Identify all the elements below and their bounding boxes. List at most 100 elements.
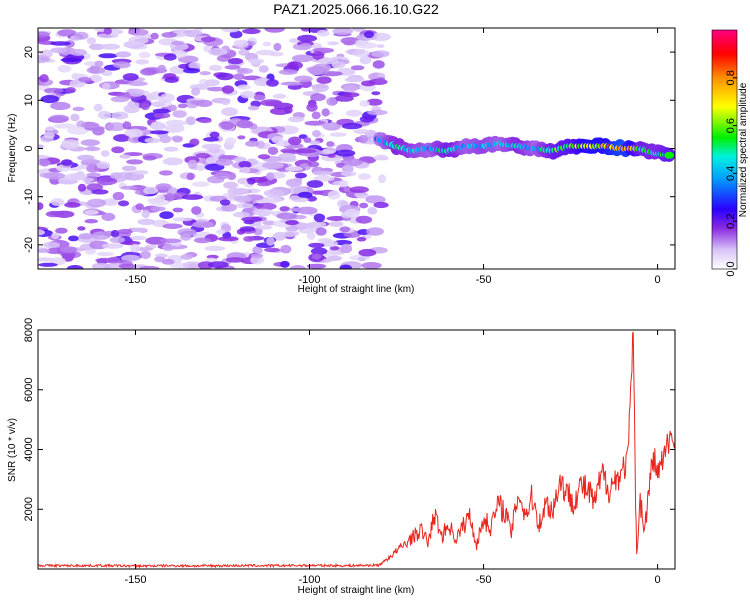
spectrogram-cell <box>263 189 285 198</box>
spectrogram-cell <box>187 159 198 169</box>
spectrogram-cell <box>247 105 259 111</box>
spectrogram-cell <box>288 195 301 201</box>
spectrogram-cell <box>228 57 243 65</box>
spectrogram-cell <box>252 245 263 255</box>
spectrogram-cell <box>316 29 330 37</box>
spectrogram-cell <box>86 198 107 208</box>
spectrogram-cell <box>342 84 358 93</box>
spectrogram-cell <box>370 32 391 42</box>
spectrogram-cell <box>322 148 337 154</box>
spectrogram-cell <box>285 166 303 171</box>
spectrogram-cell <box>50 47 67 54</box>
snr-y-axis-label: SNR (10 * v/v) <box>7 418 18 482</box>
spectrogram-cell <box>327 41 340 46</box>
spectrogram-cell <box>130 235 147 241</box>
spectrogram-cell <box>280 81 303 86</box>
spectrogram-cell <box>358 248 377 257</box>
spectrogram-cell <box>214 171 231 180</box>
spectrogram-cell <box>84 146 101 152</box>
spectrogram-cell <box>39 158 50 167</box>
colorbar-label: Normalized spectral amplitude <box>738 82 749 217</box>
spectrogram-cell <box>180 253 193 260</box>
spectrogram-cell <box>294 75 313 83</box>
spectrogram-cell <box>132 170 149 175</box>
spectrogram-cell <box>371 91 381 96</box>
spectrogram-cell <box>165 192 175 202</box>
spectrogram-cell <box>297 34 318 43</box>
spectrogram-cell <box>82 177 94 182</box>
spectrogram-cell <box>201 143 222 150</box>
spectrogram-cell <box>61 251 76 259</box>
spectrogram-cell <box>253 94 266 101</box>
spectrogram-cell <box>359 115 375 123</box>
snr-x-tick-label: -150 <box>124 574 146 586</box>
spectrogram-cell <box>329 246 340 251</box>
spectrogram-cell <box>240 166 251 174</box>
spectrogram-cell <box>216 229 226 235</box>
spectrogram-cell <box>278 152 297 161</box>
spectrogram-cell <box>122 73 139 81</box>
spectrogram-cell <box>110 229 120 238</box>
spectrogram-cell <box>45 126 55 132</box>
spectrogram-cell <box>256 225 273 230</box>
spectrogram-cell <box>193 237 212 244</box>
spectrogram-cell <box>55 227 68 234</box>
spectrogram-cell <box>262 161 284 169</box>
spectrogram-cell <box>113 61 131 69</box>
spectrogram-y-axis: -20 -10 0 10 20 <box>23 46 675 253</box>
spectrogram-cell <box>109 236 126 244</box>
spectrogram-cell <box>341 164 354 174</box>
spectrogram-cell <box>361 80 376 87</box>
spectrogram-cell <box>74 31 89 40</box>
spectrogram-cell <box>329 132 347 137</box>
spectrogram-cell <box>361 262 382 269</box>
spectrogram-cell <box>38 144 44 149</box>
spectrogram-cell <box>204 163 225 171</box>
spectrogram-cell <box>242 28 261 35</box>
spectrogram-cell <box>191 87 201 96</box>
spectrogram-cell <box>220 28 233 33</box>
spectrogram-cell <box>195 152 211 159</box>
spectrogram-cell <box>86 164 100 173</box>
spectrogram-cell <box>38 202 44 210</box>
spectrogram-cell <box>135 203 144 211</box>
spectrogram-cell <box>220 107 239 117</box>
spectrogram-cell <box>188 62 201 69</box>
spectrogram-cell <box>359 100 370 107</box>
spectrogram-cell <box>189 138 200 147</box>
spectrogram-cell <box>279 206 291 212</box>
spectrogram-cell <box>234 203 254 209</box>
spectrogram-cell <box>71 72 80 79</box>
spectrogram-cell <box>307 66 330 75</box>
spectrogram-cell <box>288 116 305 123</box>
spectrogram-cell <box>185 116 196 126</box>
spectrogram-cell <box>338 180 349 188</box>
spectrogram-cell <box>340 158 363 167</box>
spectrogram-cell <box>43 132 55 139</box>
snr-y-tick-label: 6000 <box>23 378 35 402</box>
spectrogram-cell <box>247 177 256 185</box>
spectrogram-cell <box>139 265 160 269</box>
spectrogram-cell <box>207 261 229 269</box>
spectrogram-cell <box>40 95 60 104</box>
spectrogram-cell <box>86 183 104 192</box>
spectrogram-cell <box>207 86 226 92</box>
spectrogram-cell <box>72 106 85 112</box>
colorbar: 0.0 0.2 0.4 0.6 0.8 Normalized spectral ampl… <box>711 29 749 277</box>
spectrogram-cell <box>64 173 86 181</box>
spectrogram-cell <box>112 191 125 201</box>
spectrogram-cell <box>363 31 375 39</box>
spectrogram-cell <box>117 228 134 235</box>
spectrogram-cell <box>77 154 95 161</box>
spectrogram-cell <box>288 136 302 146</box>
spectrogram-cell <box>138 51 151 59</box>
chart-title: PAZ1.2025.066.16.10.G22 <box>273 1 439 17</box>
spectrogram-cell <box>177 103 188 109</box>
spectrogram-cell <box>262 41 272 47</box>
spectrogram-cell <box>127 28 149 36</box>
spectrogram-cell <box>121 165 137 172</box>
spectrogram-cell <box>220 199 231 206</box>
spectrogram-cell <box>273 42 282 52</box>
colorbar-tick-label: 0.4 <box>725 166 737 181</box>
spectrogram-cell <box>120 185 138 190</box>
